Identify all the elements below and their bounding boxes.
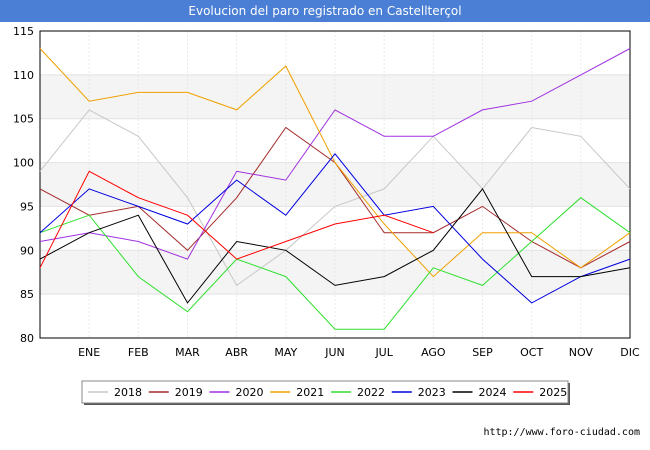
source-url: http://www.foro-ciudad.com: [483, 427, 640, 438]
y-tick-label: 95: [20, 200, 34, 213]
legend-label-2019: 2019: [175, 386, 203, 399]
x-axis-ticks: ENE FEB MAR ABR MAY JUN JUL AGO SEP OCT NOV DIC: [78, 346, 640, 359]
x-tick-label: ENE: [78, 346, 100, 359]
y-tick-label: 110: [13, 69, 34, 82]
x-tick-label: NOV: [569, 346, 594, 359]
series-line-2025: [39, 170, 434, 269]
y-tick-label: 90: [20, 244, 34, 257]
y-tick-label: 85: [20, 288, 34, 301]
plot-border: [39, 30, 631, 339]
series-line-2021: [39, 48, 631, 278]
series-line-2023: [39, 153, 631, 304]
y-axis-ticks: 80 85 90 95 100 105 110 115: [13, 25, 34, 345]
legend-label-2018: 2018: [114, 386, 142, 399]
series-lines: [39, 48, 631, 330]
x-tick-label: DIC: [620, 346, 640, 359]
series-line-2018: [39, 109, 631, 287]
legend-box: [81, 380, 569, 404]
x-tick-label: FEB: [128, 346, 149, 359]
legend-label-2021: 2021: [296, 386, 324, 399]
x-tick-label: MAR: [175, 346, 200, 359]
legend: 2018 2019 2020 2021 2022 2023 2024 2025: [81, 380, 570, 405]
series-line-2022: [39, 197, 631, 330]
legend-label-2025: 2025: [539, 386, 567, 399]
x-tick-label: OCT: [520, 346, 543, 359]
y-tick-label: 80: [20, 332, 34, 345]
chart-title: Evolucion del paro registrado en Castell…: [0, 0, 650, 22]
legend-label-2024: 2024: [479, 386, 507, 399]
legend-label-2020: 2020: [236, 386, 264, 399]
x-tick-label: ABR: [225, 346, 248, 359]
y-tick-label: 100: [13, 157, 34, 170]
x-tick-label: SEP: [472, 346, 493, 359]
legend-label-2023: 2023: [418, 386, 446, 399]
y-tick-label: 105: [13, 113, 34, 126]
x-tick-label: AGO: [421, 346, 446, 359]
x-tick-label: MAY: [274, 346, 297, 359]
x-tick-label: JUN: [324, 346, 345, 359]
x-tick-label: JUL: [374, 346, 393, 359]
series-line-2024: [39, 188, 631, 304]
legend-label-2022: 2022: [357, 386, 385, 399]
series-line-2020: [39, 48, 631, 260]
y-tick-label: 115: [13, 25, 34, 38]
